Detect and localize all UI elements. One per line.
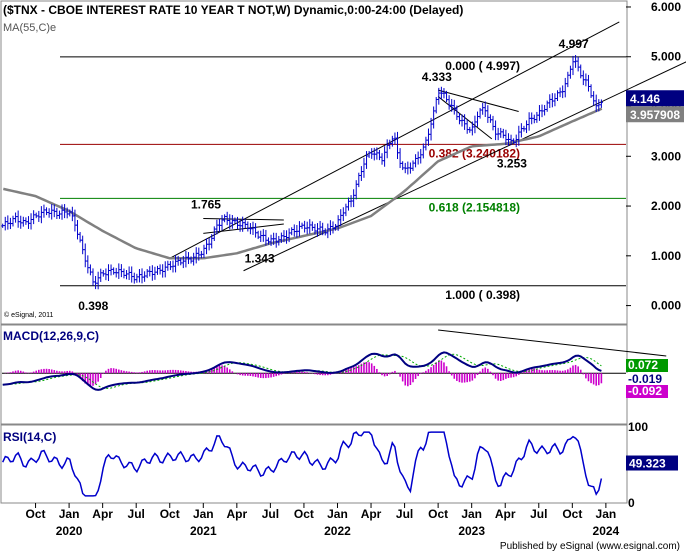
macd-value-label: -0.019 [628,372,662,386]
price-annotation: 0.398 [78,299,108,313]
price-y-tick-label: 2.000 [651,199,681,213]
fib-label: 0.618 (2.154818) [429,200,520,214]
fib-label: 0.000 ( 4.997) [445,59,520,73]
ma-value-label: 3.957908 [630,108,680,122]
chart-title: ($TNX - CBOE INTEREST RATE 10 YEAR T NOT… [3,3,463,17]
rsi-axis: 10050049.323 [626,420,678,510]
ma-value-box [626,106,684,123]
x-tick-label: Oct [428,507,448,521]
x-tick-label: Apr [92,507,113,521]
copyright-text: © eSignal, 2011 [4,311,54,319]
footer-text: Published by eSignal (www.esignal.com) [500,541,680,552]
x-year-label: 2024 [593,524,620,538]
x-tick-label: Oct [160,507,180,521]
x-tick-label: Apr [495,507,516,521]
price-panel: ($TNX - CBOE INTEREST RATE 10 YEAR T NOT… [0,0,686,325]
ma-legend: MA(55,C)e [3,22,56,34]
rsi-value-box [626,455,678,471]
fib-label: 1.000 ( 0.398) [445,288,520,302]
macd-line [2,351,602,391]
price-y-tick-label: 6.000 [651,0,681,14]
x-tick-label: Jan [59,507,80,521]
price-annotation: 4.997 [559,37,589,51]
macd-value-box [626,385,668,398]
price-annotation: 4.333 [422,70,452,84]
ma-line [3,107,603,260]
price-panel-frame [0,0,628,325]
price-annotation: 1.765 [191,198,221,212]
price-bars [1,55,603,290]
price-y-tick-label: 3.000 [651,149,681,163]
rsi-label: RSI(14,C) [3,430,56,444]
macd-value-box [626,373,668,386]
x-year-label: 2021 [190,524,217,538]
x-tick-label: Oct [26,507,46,521]
price-axis: 6.0005.0004.0003.0002.0001.0000.0004.146… [626,0,684,313]
x-year-label: 2022 [324,524,351,538]
rsi-value-label: 49.323 [629,457,666,471]
x-tick-label: Apr [227,507,248,521]
last-price-box [626,90,684,107]
macd-value-label: 0.072 [628,358,658,372]
rsi-content [2,431,603,497]
x-year-label: 2023 [458,524,485,538]
x-tick-label: Oct [562,507,582,521]
x-tick-label: Jan [193,507,214,521]
x-tick-label: Jan [327,507,348,521]
price-y-tick-label: 1.000 [651,249,681,263]
last-price-label: 4.146 [630,92,660,106]
macd-divergence-line [438,329,667,357]
macd-panel: MACD(12,26,9,C) 0.072-0.019-0.092 [0,324,668,425]
price-annotation: 3.253 [497,157,527,171]
x-axis: Oct Jan Apr Jul Oct Jan Apr Jul Oct Jan Apr Jul Oct J… [26,503,620,538]
macd-label: MACD(12,26,9,C) [3,329,99,343]
macd-axis: 0.072-0.019-0.092 [626,358,668,398]
macd-value-box [626,359,668,372]
ma-line-group [3,107,603,260]
price-y-tick-label: 5.000 [651,50,681,64]
macd-content [2,329,667,391]
x-tick-label: Jan [596,507,617,521]
fib-label: 0.382 (3.240182) [429,146,520,160]
x-tick-label: Apr [361,507,382,521]
x-tick-label: Jan [461,507,482,521]
x-tick-label: Jul [262,507,279,521]
x-tick-label: Jul [396,507,413,521]
price-annotations: 4.997 4.333 3.253 1.765 1.343 0.398 [78,37,589,313]
x-year-label: 2020 [56,524,83,538]
x-tick-label: Jul [128,507,145,521]
channel-line [438,89,519,112]
fib-levels: 0.000 ( 4.997) 0.382 (3.240182) 0.618 (2.1… [60,56,626,302]
channel-line [203,217,284,221]
rsi-panel: RSI(14,C) 10050049.323 [0,420,678,510]
x-tick-label: Oct [294,507,314,521]
price-annotation: 1.343 [245,252,275,266]
x-tick-label: Jul [530,507,547,521]
macd-value-label: -0.092 [628,384,662,398]
rsi-y-tick-label: 0 [628,496,635,510]
rsi-y-tick-label: 100 [628,420,648,434]
price-y-tick-label: 0.000 [651,299,681,313]
rsi-line [2,431,603,497]
